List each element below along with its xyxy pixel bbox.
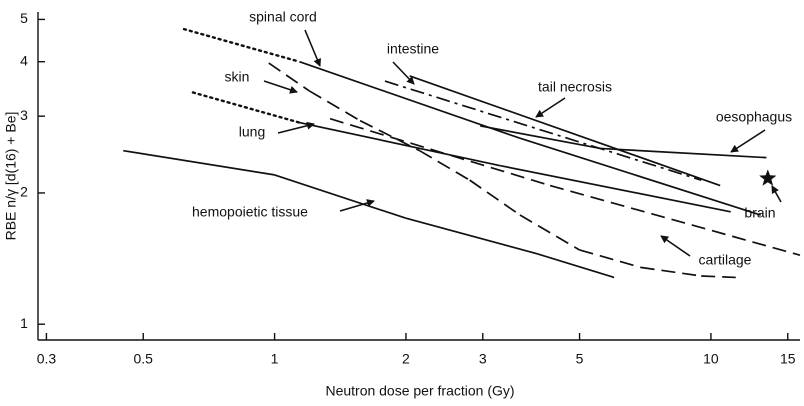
line-segment — [329, 117, 551, 187]
line-segment — [549, 184, 801, 256]
x-tick-label: 0.5 — [133, 351, 153, 367]
line-segment — [500, 164, 731, 213]
line-segment — [600, 147, 767, 159]
y-tick-label: 1 — [20, 315, 28, 331]
arrow — [339, 199, 375, 212]
series-label: tail necrosis — [538, 79, 612, 95]
line-segment — [308, 90, 361, 122]
arrow — [535, 97, 566, 118]
star-marker — [759, 169, 777, 186]
series-label: brain — [744, 205, 775, 221]
y-tick-label: 5 — [20, 10, 28, 26]
line-segment — [123, 149, 275, 176]
line-segment — [299, 121, 501, 167]
series-label: hemopoietic tissue — [192, 204, 308, 220]
series-label: intestine — [387, 41, 439, 57]
line-segment — [480, 125, 601, 150]
series-label: skin — [225, 69, 250, 85]
y-tick-label: 4 — [20, 52, 28, 68]
y-tick-label: 2 — [20, 184, 28, 200]
arrow — [771, 185, 782, 203]
x-axis-title: Neutron dose per fraction (Gy) — [325, 383, 514, 399]
arrow — [392, 61, 415, 85]
series-label: cartilage — [699, 252, 752, 268]
line-segment — [409, 75, 721, 187]
line-segment — [701, 275, 736, 279]
line-segment — [268, 62, 310, 92]
line-segment — [274, 174, 407, 220]
line-segment — [579, 249, 641, 269]
annotation-arrows — [263, 29, 782, 257]
x-tick-label: 1 — [271, 351, 279, 367]
line-segment — [640, 266, 702, 277]
line-segment — [519, 214, 581, 251]
arrow — [263, 80, 298, 94]
x-tick-label: 3 — [479, 351, 487, 367]
x-tick-label: 5 — [576, 351, 584, 367]
line-segment — [191, 91, 301, 124]
line-segment — [419, 149, 471, 181]
x-tick-label: 15 — [780, 351, 796, 367]
series-label: spinal cord — [249, 9, 317, 25]
line-segment — [519, 137, 761, 216]
line-segment — [299, 60, 521, 140]
x-tick-label: 2 — [402, 351, 410, 367]
axes — [37, 12, 800, 341]
y-tick-label: 3 — [20, 107, 28, 123]
line-segment — [182, 27, 301, 63]
line-segment — [405, 217, 538, 255]
arrow — [660, 235, 691, 257]
line-segment — [537, 253, 615, 279]
series-label: lung — [239, 124, 265, 140]
arrow — [730, 129, 766, 153]
y-axis-title: RBE n/γ [d(16) + Be] — [3, 112, 19, 241]
x-tick-label: 10 — [703, 351, 719, 367]
x-tick-label: 0.3 — [37, 351, 57, 367]
series-label: oesophagus — [716, 109, 792, 125]
arrow — [277, 121, 315, 134]
line-segment — [384, 80, 702, 181]
arrow — [304, 29, 321, 67]
line-segment — [469, 179, 521, 216]
